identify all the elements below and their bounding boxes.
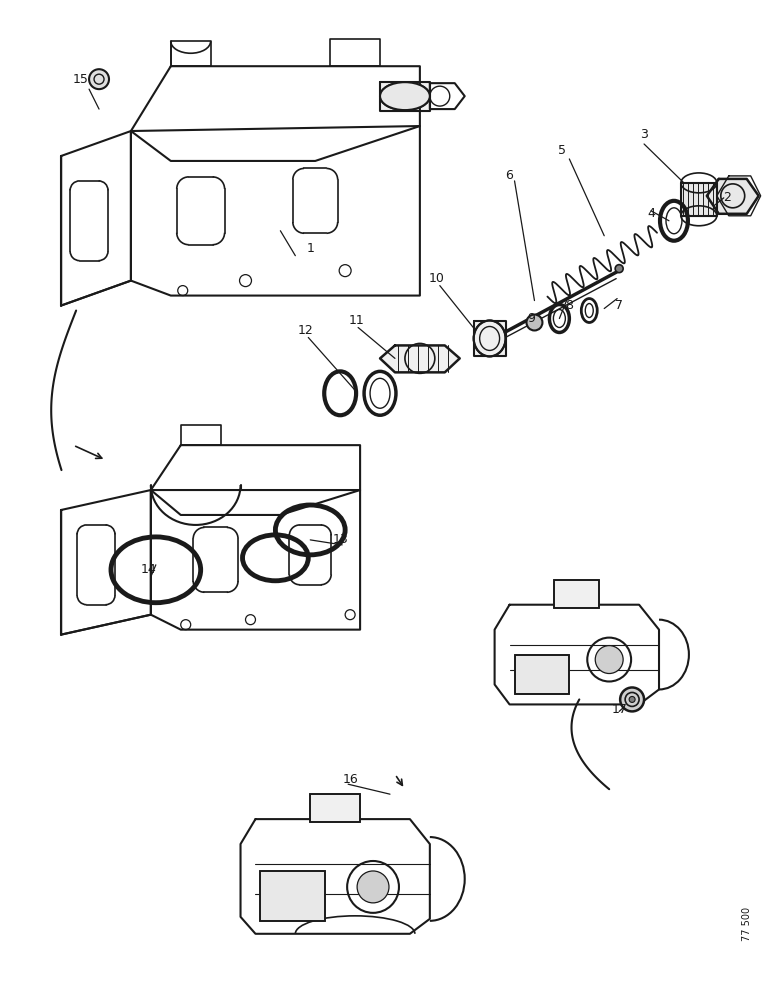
Text: 10: 10: [429, 272, 445, 285]
Ellipse shape: [380, 82, 430, 110]
Text: 11: 11: [348, 314, 364, 327]
Text: 5: 5: [558, 144, 567, 157]
Circle shape: [620, 687, 644, 711]
Circle shape: [595, 646, 623, 674]
Polygon shape: [707, 179, 759, 214]
Text: 77 500: 77 500: [742, 907, 752, 941]
Polygon shape: [380, 82, 430, 111]
Text: 1: 1: [306, 242, 314, 255]
Text: 12: 12: [297, 324, 313, 337]
Bar: [554, 580, 599, 608]
Text: 9: 9: [527, 312, 536, 325]
Bar: [310, 794, 360, 822]
Circle shape: [615, 265, 623, 273]
Text: 15: 15: [73, 73, 89, 86]
Text: 14: 14: [141, 563, 157, 576]
Polygon shape: [380, 345, 460, 372]
Text: 8: 8: [565, 299, 574, 312]
Circle shape: [357, 871, 389, 903]
Text: 16: 16: [342, 773, 358, 786]
Bar: [554, 580, 599, 608]
Bar: [514, 655, 569, 694]
Text: 13: 13: [332, 533, 348, 546]
Text: 17: 17: [611, 703, 627, 716]
Polygon shape: [474, 320, 506, 356]
Circle shape: [89, 69, 109, 89]
Polygon shape: [681, 183, 717, 216]
Text: 4: 4: [647, 207, 655, 220]
Text: 7: 7: [615, 299, 623, 312]
Text: 3: 3: [640, 128, 648, 141]
Circle shape: [629, 696, 635, 702]
Bar: [260, 871, 325, 921]
Bar: [310, 794, 360, 822]
Bar: [260, 871, 325, 921]
Ellipse shape: [474, 320, 506, 356]
Text: 2: 2: [723, 191, 731, 204]
Bar: [514, 655, 569, 694]
Circle shape: [527, 315, 543, 330]
Text: 6: 6: [506, 169, 513, 182]
